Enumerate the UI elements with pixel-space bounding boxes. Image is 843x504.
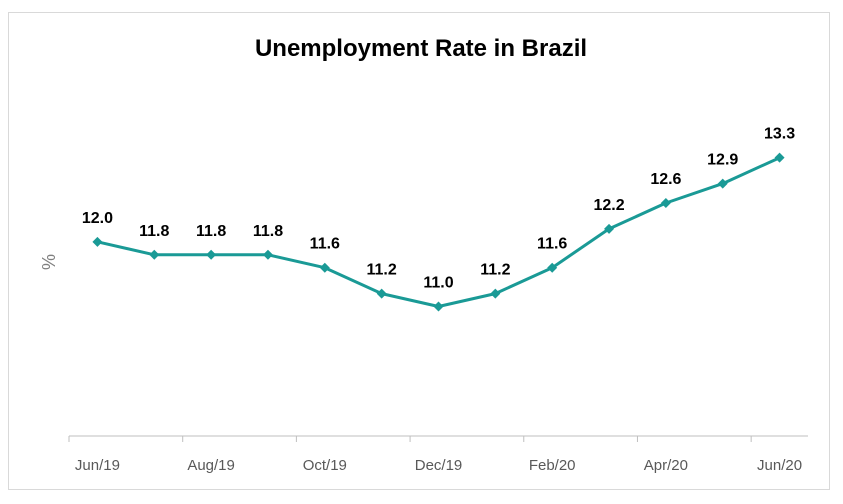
data-point-marker [490,288,501,299]
data-point-marker [376,288,387,299]
data-label: 11.2 [480,262,510,279]
data-label: 12.9 [707,152,738,169]
data-label: 11.8 [139,223,169,240]
data-label: 11.0 [423,275,453,292]
data-point-marker [319,262,330,273]
data-point-marker [206,249,217,260]
x-tick-label: Aug/19 [187,457,235,474]
x-tick-label: Oct/19 [303,457,347,474]
x-tick-label: Feb/20 [529,457,576,474]
data-labels: 12.0 11.8 11.8 11.8 11.6 11.2 11.0 11.2 11.6 12.2… [82,126,795,292]
chart-title: Unemployment Rate in Brazil [255,35,587,62]
chart-frame [8,12,830,490]
data-label: 11.6 [310,236,340,253]
data-label: 12.0 [82,210,113,227]
data-label: 11.6 [537,236,567,253]
y-axis-label: % [39,254,59,270]
data-label: 11.2 [367,262,397,279]
data-point-marker [149,249,160,260]
data-points [92,152,785,312]
data-point-marker [774,152,785,163]
data-point-marker [262,249,273,260]
x-tick-label: Jun/19 [75,457,120,474]
data-point-marker [433,301,444,312]
data-point-marker [604,223,615,234]
data-point-marker [92,236,103,247]
data-label: 11.8 [253,223,283,240]
x-tick-label: Apr/20 [644,457,688,474]
x-axis-ticks [68,436,752,442]
data-label: 11.8 [196,223,226,240]
data-label: 12.6 [650,171,681,188]
data-point-marker [717,178,728,189]
data-point-marker [660,197,671,208]
data-point-marker [547,262,558,273]
data-label: 13.3 [764,126,795,143]
x-tick-label: Jun/20 [757,457,802,474]
x-tick-label: Dec/19 [415,457,463,474]
x-axis-tick-labels: Jun/19 Aug/19 Oct/19 Dec/19 Feb/20 Apr/20 Jun/… [75,457,802,474]
data-label: 12.2 [593,197,624,214]
